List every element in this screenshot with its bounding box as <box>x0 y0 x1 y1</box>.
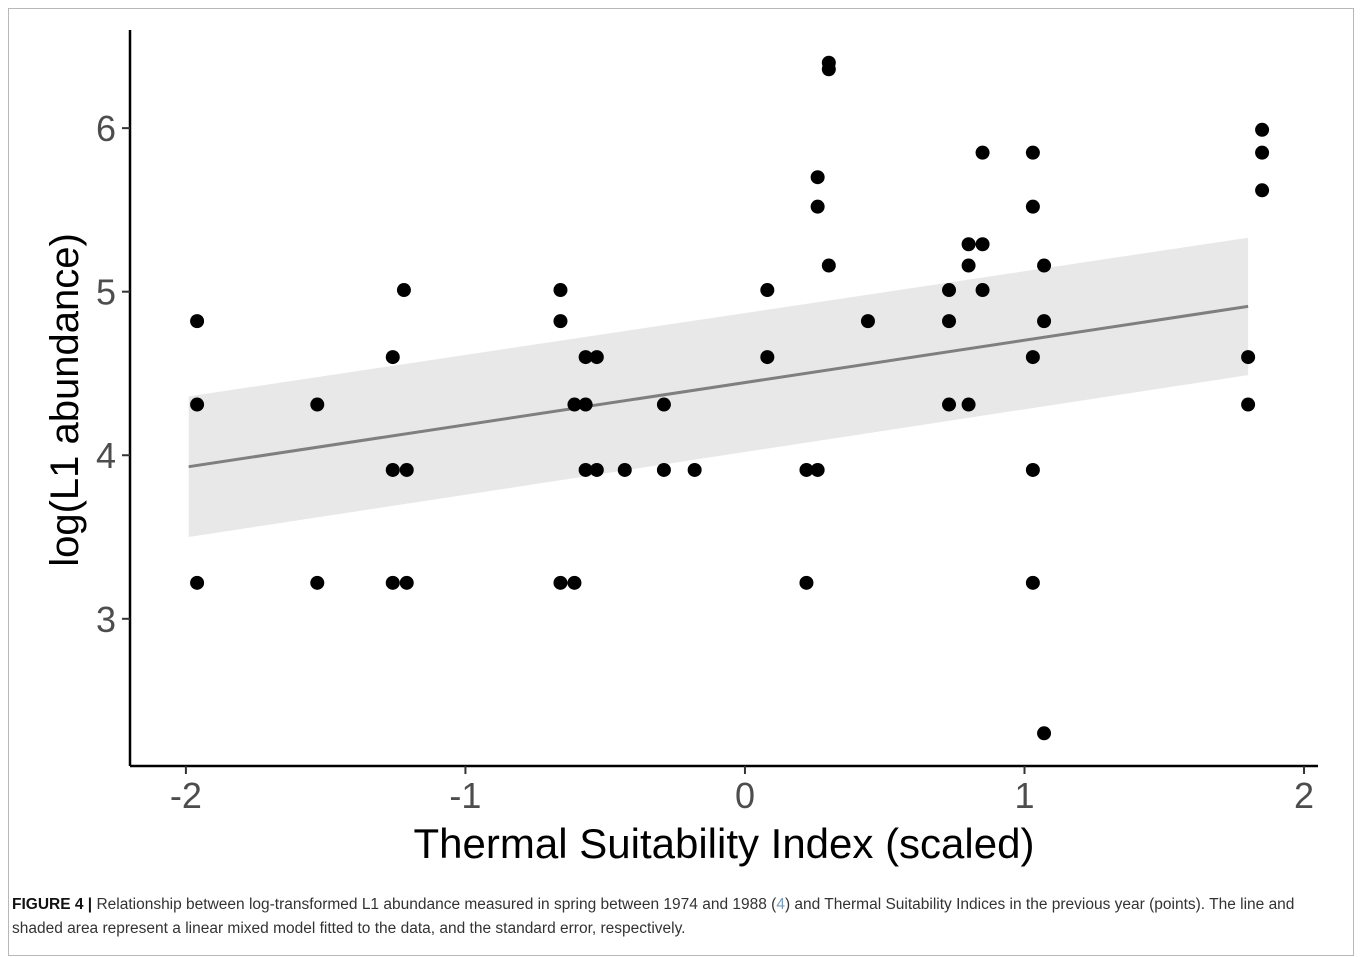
data-point <box>1255 183 1270 198</box>
data-point <box>399 462 414 477</box>
caption-reference-link[interactable]: 4 <box>776 896 785 913</box>
data-point <box>760 283 775 298</box>
caption-text-after: ) and Thermal Suitability Indices in the… <box>12 896 1295 937</box>
fit-line-layer <box>188 304 1249 469</box>
data-point <box>567 575 582 590</box>
data-point <box>1241 350 1256 365</box>
data-point <box>961 237 976 252</box>
y-tick-label: 4 <box>96 435 116 476</box>
data-point <box>190 575 205 590</box>
y-tick-label: 5 <box>96 272 116 313</box>
data-point <box>942 314 957 329</box>
data-point <box>617 462 632 477</box>
figure-frame <box>8 8 1354 956</box>
data-point <box>310 397 325 412</box>
data-point <box>578 462 593 477</box>
data-point <box>1025 462 1040 477</box>
x-tick-label: 2 <box>1294 775 1314 816</box>
data-point <box>799 462 814 477</box>
caption-label: FIGURE 4 | <box>12 896 93 913</box>
data-point <box>310 575 325 590</box>
data-point <box>821 258 836 273</box>
data-point <box>1255 145 1270 160</box>
figure-caption: FIGURE 4 | Relationship between log-tran… <box>12 893 1342 941</box>
x-tick-label: 1 <box>1014 775 1034 816</box>
data-points <box>190 55 1270 741</box>
data-point <box>1037 726 1052 741</box>
data-point <box>1037 314 1052 329</box>
data-point <box>760 350 775 365</box>
data-point <box>1025 145 1040 160</box>
data-point <box>567 397 582 412</box>
data-point <box>385 350 400 365</box>
x-axis-label: Thermal Suitability Index (scaled) <box>414 820 1035 867</box>
data-point <box>553 283 568 298</box>
data-point <box>821 62 836 77</box>
data-point <box>687 462 702 477</box>
data-point <box>942 283 957 298</box>
caption-text-before: Relationship between log-transformed L1 … <box>92 896 777 913</box>
data-point <box>190 314 205 329</box>
data-point <box>578 397 593 412</box>
data-point <box>1255 122 1270 137</box>
y-axis-label: log(L1 abundance) <box>43 233 87 567</box>
x-tick-label: -1 <box>449 775 481 816</box>
data-point <box>1241 397 1256 412</box>
data-point <box>589 462 604 477</box>
data-point <box>860 314 875 329</box>
data-point <box>975 283 990 298</box>
data-point <box>578 350 593 365</box>
data-point <box>975 237 990 252</box>
data-point <box>1037 258 1052 273</box>
data-point <box>190 397 205 412</box>
data-point <box>1025 199 1040 214</box>
data-point <box>1025 350 1040 365</box>
data-point <box>961 397 976 412</box>
data-point <box>799 575 814 590</box>
data-point <box>961 258 976 273</box>
axes: -2 -1 0 1 2 3 4 5 6 <box>96 30 1318 816</box>
data-point <box>656 462 671 477</box>
data-point <box>810 170 825 185</box>
data-point <box>385 462 400 477</box>
data-point <box>399 575 414 590</box>
y-tick-label: 6 <box>96 108 116 149</box>
x-tick-label: -2 <box>170 775 202 816</box>
fit-line <box>188 304 1249 469</box>
y-tick-label: 3 <box>96 599 116 640</box>
data-point <box>810 462 825 477</box>
x-tick-label: 0 <box>735 775 755 816</box>
data-point <box>942 397 957 412</box>
data-point <box>553 575 568 590</box>
data-point <box>553 314 568 329</box>
data-point <box>396 283 411 298</box>
data-point <box>656 397 671 412</box>
data-point <box>1025 575 1040 590</box>
scatter-plot: -2 -1 0 1 2 3 4 5 6 Thermal Suitability Index (s… <box>43 30 1318 867</box>
data-point <box>589 350 604 365</box>
data-point <box>385 575 400 590</box>
data-point <box>810 199 825 214</box>
data-point <box>975 145 990 160</box>
